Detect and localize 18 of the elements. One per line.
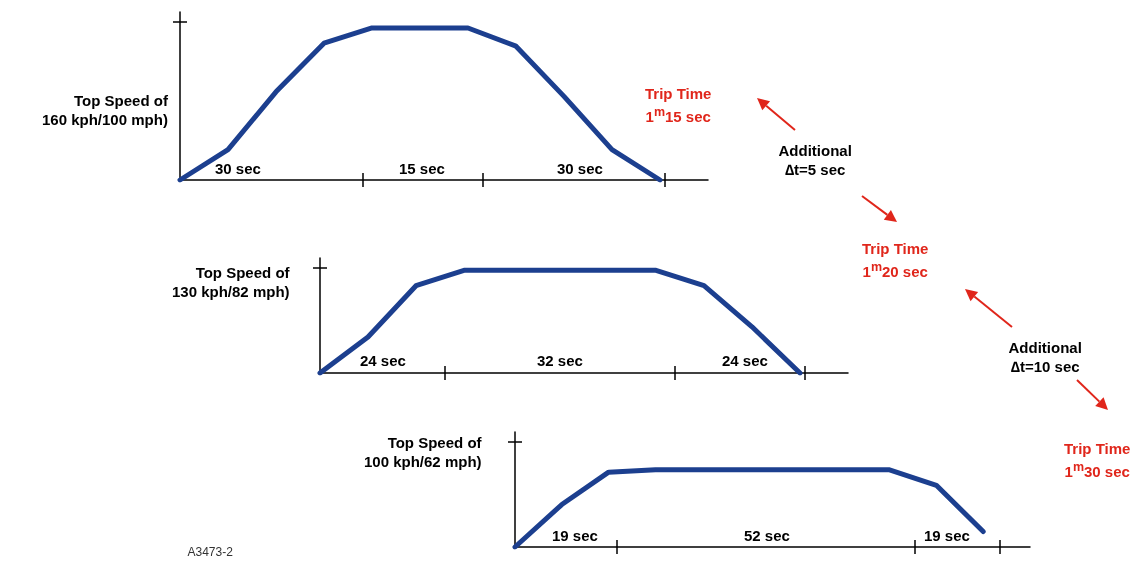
annotation: Trip Time 1$^{m}$15 sec xyxy=(645,84,712,126)
text: A3473-2 xyxy=(187,543,233,561)
y-axis-title: Top Speed of 160 kph/100 mph) xyxy=(42,91,168,129)
annotation: 32 sec xyxy=(537,350,583,370)
text: Additional ∆t=5 sec xyxy=(778,141,852,179)
annotation: 30 sec xyxy=(557,158,603,178)
annotation: 30 sec xyxy=(215,158,261,178)
y-axis-title: Top Speed of 130 kph/82 mph) xyxy=(172,263,290,301)
y-axis-title: Top Speed of 100 kph/62 mph) xyxy=(364,433,482,471)
annotation: 24 sec xyxy=(722,350,768,370)
text: Trip Time 1$^{m}$20 sec xyxy=(862,239,929,281)
annotation: 19 sec xyxy=(552,525,598,545)
annotation: 52 sec xyxy=(744,525,790,545)
text: Additional ∆t=10 sec xyxy=(1008,338,1082,376)
text: Trip Time 1$^{m}$30 sec xyxy=(1064,439,1131,481)
annotation: 15 sec xyxy=(399,158,445,178)
annotation: 24 sec xyxy=(360,350,406,370)
annotation: 19 sec xyxy=(924,525,970,545)
